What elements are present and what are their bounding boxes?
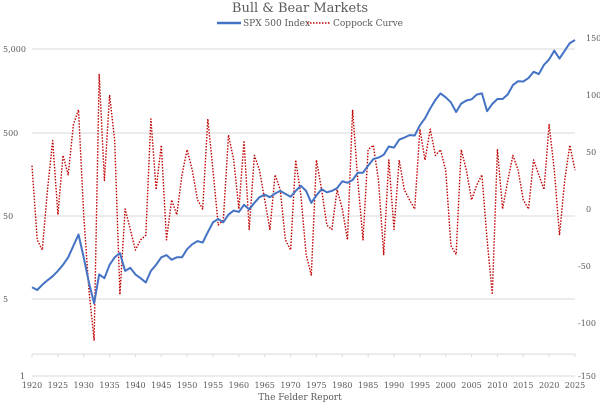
left-tick-label: 5 xyxy=(3,295,8,304)
x-tick-label: 1955 xyxy=(203,381,223,390)
coppock-line xyxy=(32,75,575,341)
legend: SPX 500 Index Coppock Curve xyxy=(217,19,403,29)
x-tick-label: 2005 xyxy=(461,381,481,390)
x-tick-label: 1980 xyxy=(332,381,352,390)
series-layer xyxy=(32,40,575,340)
right-tick-label: -150 xyxy=(578,372,596,381)
right-tick-label: -50 xyxy=(578,262,591,271)
x-tick-label: 1995 xyxy=(410,381,430,390)
x-tick-label: 1990 xyxy=(384,381,404,390)
left-tick-label: 1 xyxy=(20,372,25,381)
x-tick-label: 1975 xyxy=(306,381,326,390)
x-tick-label: 1960 xyxy=(229,381,249,390)
x-tick-label: 2010 xyxy=(487,381,507,390)
left-axis: 5,000 500 50 5 1 xyxy=(3,45,26,381)
right-tick-label: 100 xyxy=(586,91,600,100)
x-tick-label: 1930 xyxy=(74,381,94,390)
x-tick-label: 1925 xyxy=(48,381,68,390)
left-tick-label: 50 xyxy=(3,212,13,221)
x-tick-label: 1985 xyxy=(358,381,378,390)
x-tick-label: 1970 xyxy=(280,381,300,390)
left-tick-label: 5,000 xyxy=(3,45,26,54)
chart-title: Bull & Bear Markets xyxy=(232,1,368,16)
x-tick-label: 2020 xyxy=(539,381,559,390)
x-tick-label: 2025 xyxy=(565,381,585,390)
x-tick-label: 1935 xyxy=(99,381,119,390)
x-tick-label: 1940 xyxy=(125,381,145,390)
x-axis: 1920 1925 1930 1935 1940 1945 1950 1955 1960 1965… xyxy=(22,354,585,390)
x-tick-label: 1965 xyxy=(255,381,275,390)
legend-label-coppock: Coppock Curve xyxy=(333,19,403,29)
right-tick-label: -100 xyxy=(578,319,596,328)
right-axis: 150 100 50 0 -50 -100 -150 xyxy=(578,34,600,381)
gridlines xyxy=(32,49,575,376)
legend-label-spx: SPX 500 Index xyxy=(243,19,310,29)
spx-line xyxy=(32,40,575,303)
left-tick-label: 500 xyxy=(3,129,18,138)
x-tick-label: 2015 xyxy=(513,381,533,390)
right-tick-label: 0 xyxy=(586,205,591,214)
x-tick-label: 1950 xyxy=(177,381,197,390)
right-tick-label: 50 xyxy=(586,148,596,157)
x-tick-label: 2000 xyxy=(436,381,456,390)
x-tick-label: 1945 xyxy=(151,381,171,390)
source-label: The Felder Report xyxy=(258,393,342,403)
right-tick-label: 150 xyxy=(586,34,600,43)
x-tick-label: 1920 xyxy=(22,381,42,390)
